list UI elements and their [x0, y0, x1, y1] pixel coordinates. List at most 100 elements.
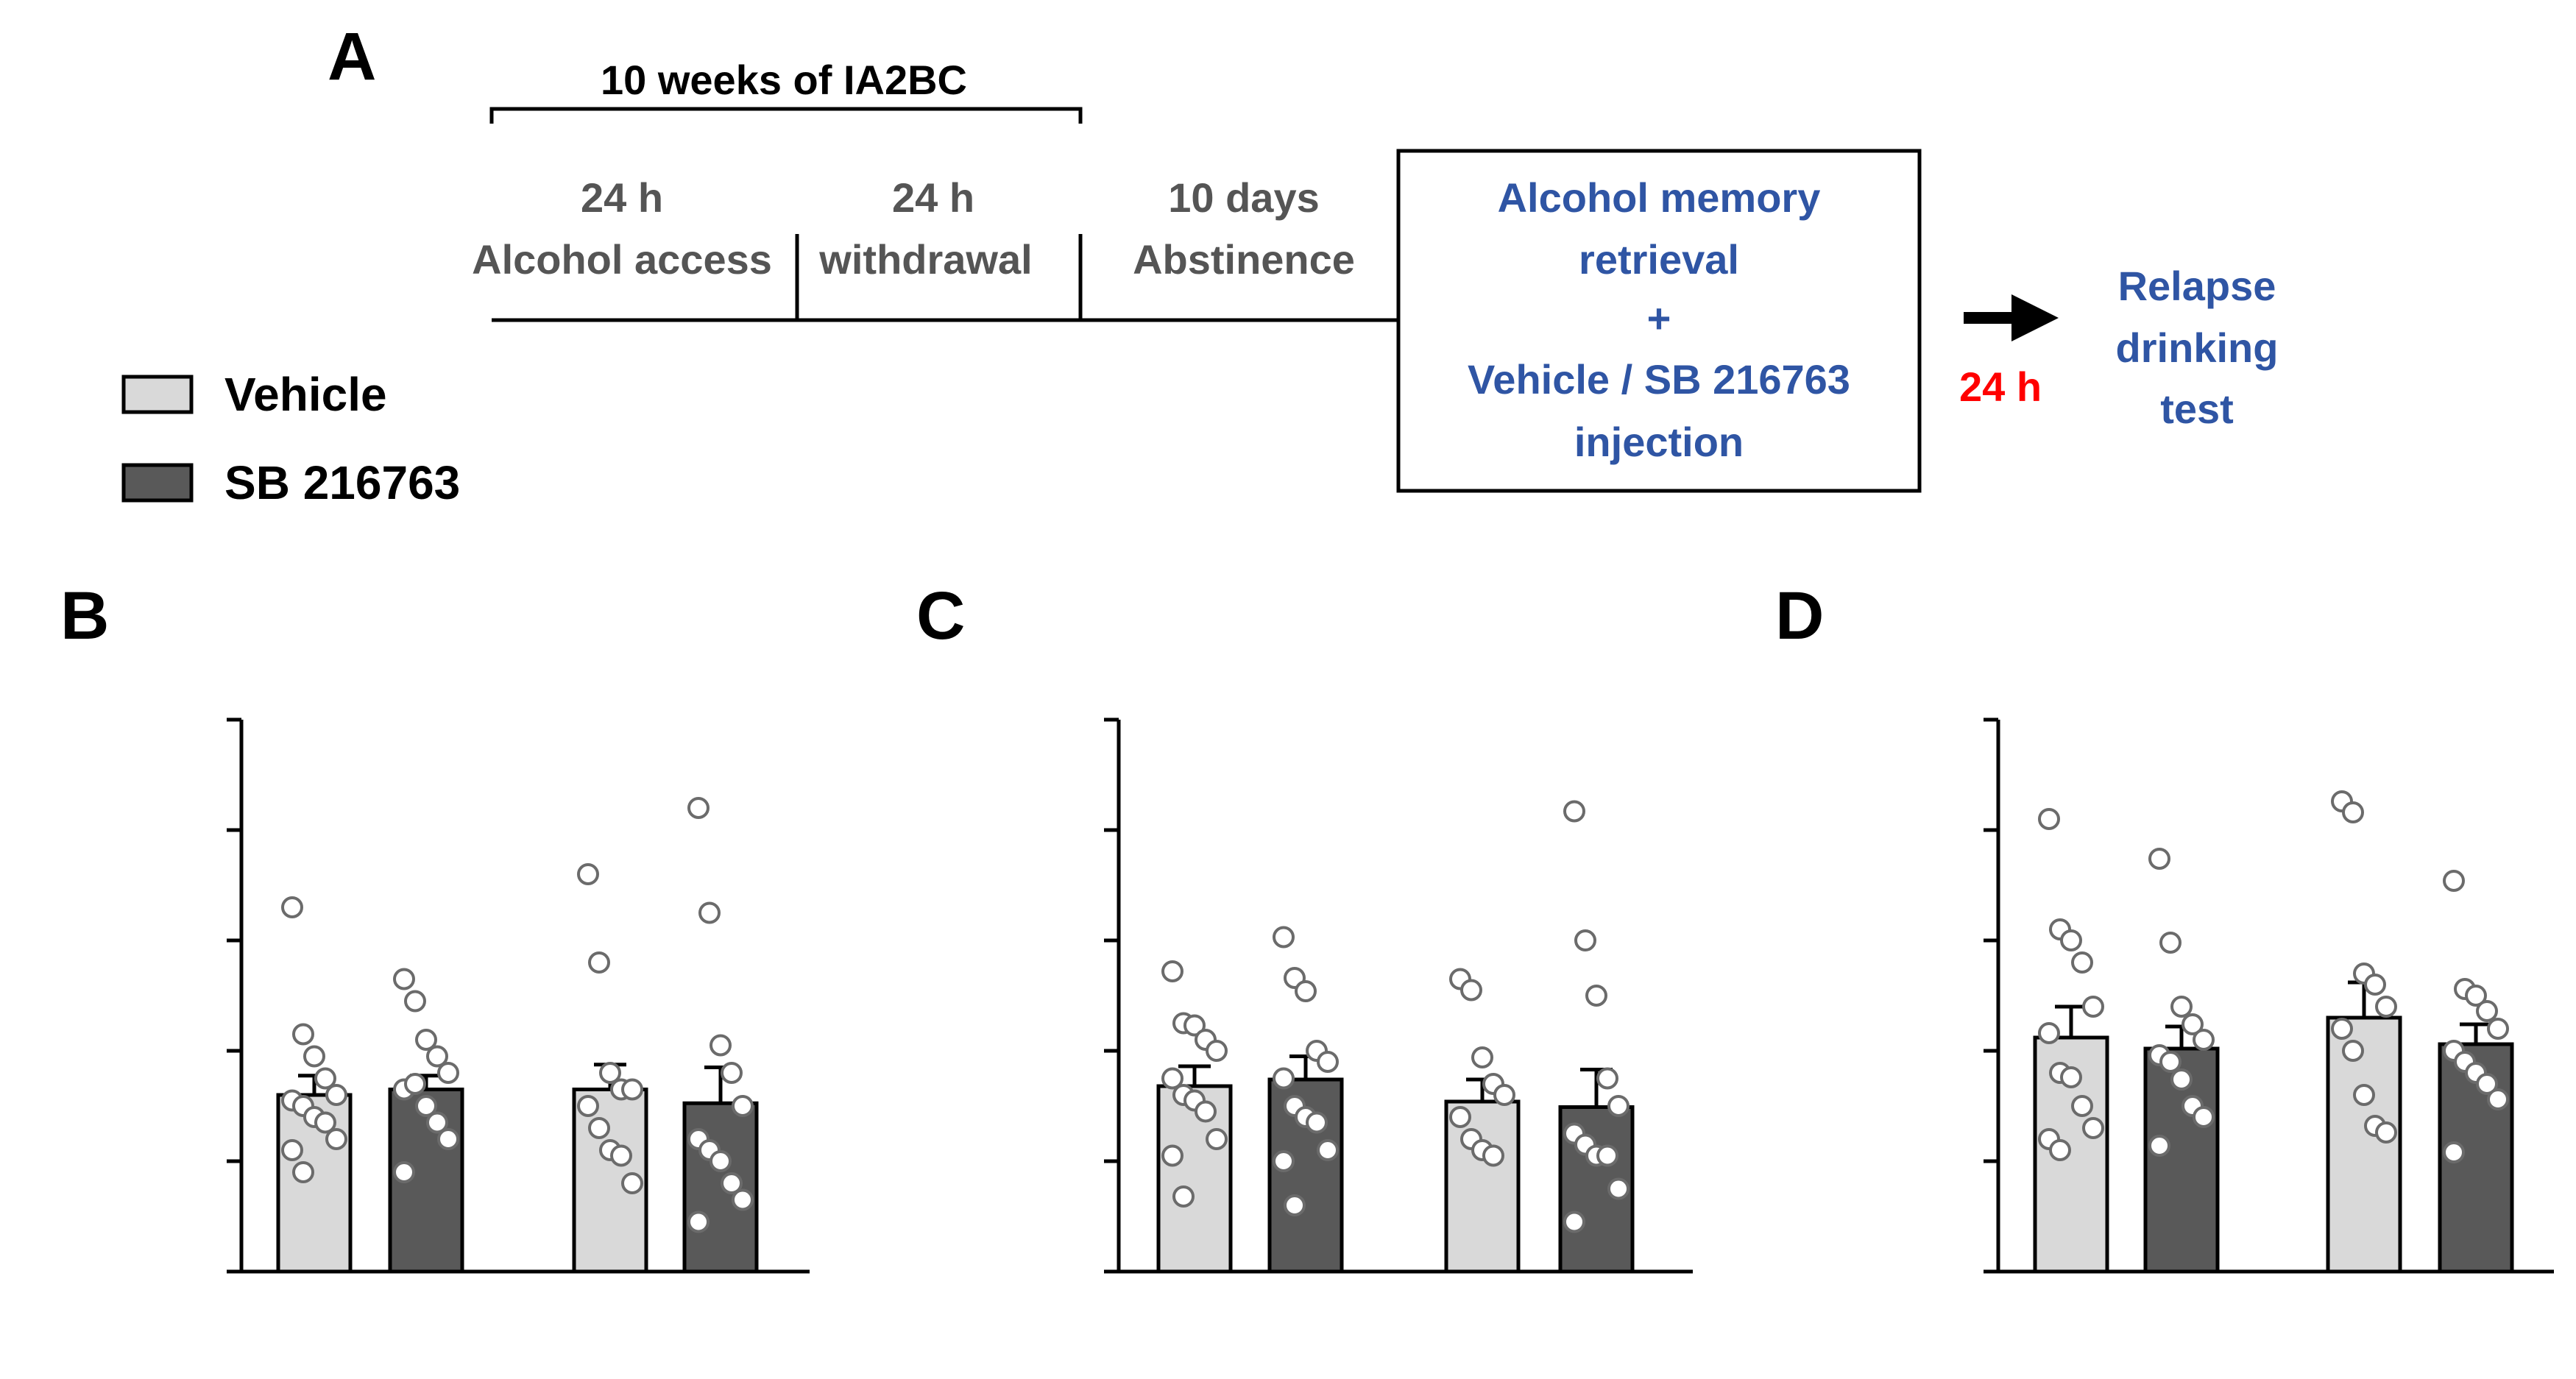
- legend: Vehicle SB 216763: [121, 368, 460, 509]
- data-point: [2375, 996, 2397, 1018]
- data-point: [1295, 980, 1317, 1002]
- panel-letter-b: B: [60, 578, 109, 653]
- relapse-line1: Relapse: [2118, 263, 2276, 309]
- data-point: [2060, 929, 2082, 951]
- legend-label-vehicle: Vehicle: [224, 368, 387, 421]
- data-point: [2170, 1068, 2193, 1091]
- data-point: [1172, 1185, 1195, 1208]
- data-point: [2193, 1106, 2215, 1128]
- data-point: [1585, 985, 1607, 1007]
- data-point: [2148, 1135, 2170, 1157]
- bracket: [489, 107, 1083, 124]
- data-point: [1563, 1210, 1585, 1233]
- bar: [1444, 1099, 1521, 1274]
- data-point: [698, 901, 721, 924]
- data-point: [2342, 1040, 2364, 1062]
- step1-line2: Alcohol access: [472, 236, 772, 283]
- data-point: [292, 1023, 314, 1046]
- data-point: [393, 1161, 415, 1183]
- legend-label-sb: SB 216763: [224, 456, 460, 509]
- arrow-label: 24 h: [1959, 364, 2042, 410]
- data-point: [577, 863, 599, 885]
- data-point: [415, 1095, 437, 1117]
- box-line4: Vehicle / SB 216763: [1468, 356, 1850, 403]
- data-point: [2476, 1073, 2498, 1095]
- bar: [682, 1101, 759, 1274]
- data-point: [1563, 800, 1585, 823]
- data-point: [2170, 996, 2193, 1018]
- data-point: [2487, 1018, 2509, 1040]
- data-point: [599, 1062, 621, 1084]
- data-point: [2193, 1029, 2215, 1051]
- data-point: [1317, 1139, 1339, 1161]
- data-point: [2342, 801, 2364, 823]
- data-point: [2060, 1066, 2082, 1088]
- data-point: [2487, 1088, 2509, 1110]
- data-point: [1482, 1144, 1504, 1167]
- chart-panel-c: [1104, 717, 1693, 1274]
- data-point: [2159, 932, 2182, 954]
- data-point: [2465, 985, 2487, 1007]
- data-point: [1183, 1014, 1206, 1037]
- data-point: [588, 951, 610, 974]
- data-point: [2082, 1117, 2104, 1139]
- data-point: [1493, 1084, 1515, 1106]
- data-point: [2375, 1121, 2397, 1144]
- step3-line2: Abstinence: [1133, 236, 1355, 283]
- data-point: [314, 1111, 336, 1134]
- data-point: [1161, 1067, 1183, 1090]
- data-point: [2082, 996, 2104, 1018]
- data-point: [1596, 1144, 1618, 1167]
- box-line5: injection: [1574, 419, 1744, 465]
- data-point: [621, 1172, 643, 1194]
- data-point: [1206, 1128, 1228, 1150]
- box-line2: retrieval: [1579, 236, 1739, 283]
- data-point: [1471, 1046, 1493, 1068]
- data-point: [610, 1144, 632, 1167]
- legend-swatch-sb: [121, 463, 194, 503]
- data-point: [1449, 1106, 1471, 1128]
- relapse-line3: test: [2160, 386, 2234, 432]
- data-point: [281, 1139, 303, 1161]
- data-point: [437, 1128, 459, 1150]
- data-point: [710, 1034, 732, 1057]
- data-point: [325, 1084, 347, 1106]
- data-point: [721, 1172, 743, 1194]
- chart-panel-b: [227, 717, 810, 1274]
- data-point: [2182, 1013, 2204, 1035]
- bar: [1156, 1084, 1233, 1274]
- data-point: [2443, 1141, 2465, 1163]
- panel-letter-d: D: [1775, 578, 1824, 653]
- panel-letter-c: C: [916, 578, 965, 653]
- data-point: [577, 1095, 599, 1117]
- data-point: [687, 1210, 710, 1233]
- data-point: [292, 1161, 314, 1183]
- data-point: [2071, 951, 2093, 974]
- data-point: [437, 1062, 459, 1084]
- data-point: [1273, 1150, 1295, 1172]
- bracket-label: 10 weeks of IA2BC: [601, 57, 967, 103]
- data-point: [2353, 1084, 2375, 1106]
- data-point: [1284, 1194, 1306, 1216]
- data-point: [404, 1073, 426, 1095]
- step2-line1: 24 h: [892, 174, 974, 221]
- data-point: [281, 896, 303, 918]
- schematic-timeline: 10 weeks of IA2BC 24 h Alcohol access 24…: [472, 57, 2279, 493]
- data-point: [1317, 1051, 1339, 1073]
- relapse-line2: drinking: [2116, 325, 2279, 371]
- step3-line1: 10 days: [1168, 174, 1320, 221]
- data-point: [303, 1045, 325, 1068]
- data-point: [2071, 1095, 2093, 1117]
- data-point: [2443, 870, 2465, 892]
- data-point: [426, 1045, 448, 1068]
- data-point: [1273, 926, 1295, 949]
- retrieval-box: [1396, 149, 1922, 493]
- data-point: [2159, 1051, 2182, 1073]
- legend-swatch-vehicle: [121, 375, 194, 414]
- data-point: [1161, 1144, 1183, 1167]
- data-point: [426, 1111, 448, 1134]
- box-line3: +: [1647, 295, 1671, 341]
- data-point: [393, 968, 415, 990]
- data-point: [687, 797, 710, 819]
- box-line1: Alcohol memory: [1498, 174, 1821, 221]
